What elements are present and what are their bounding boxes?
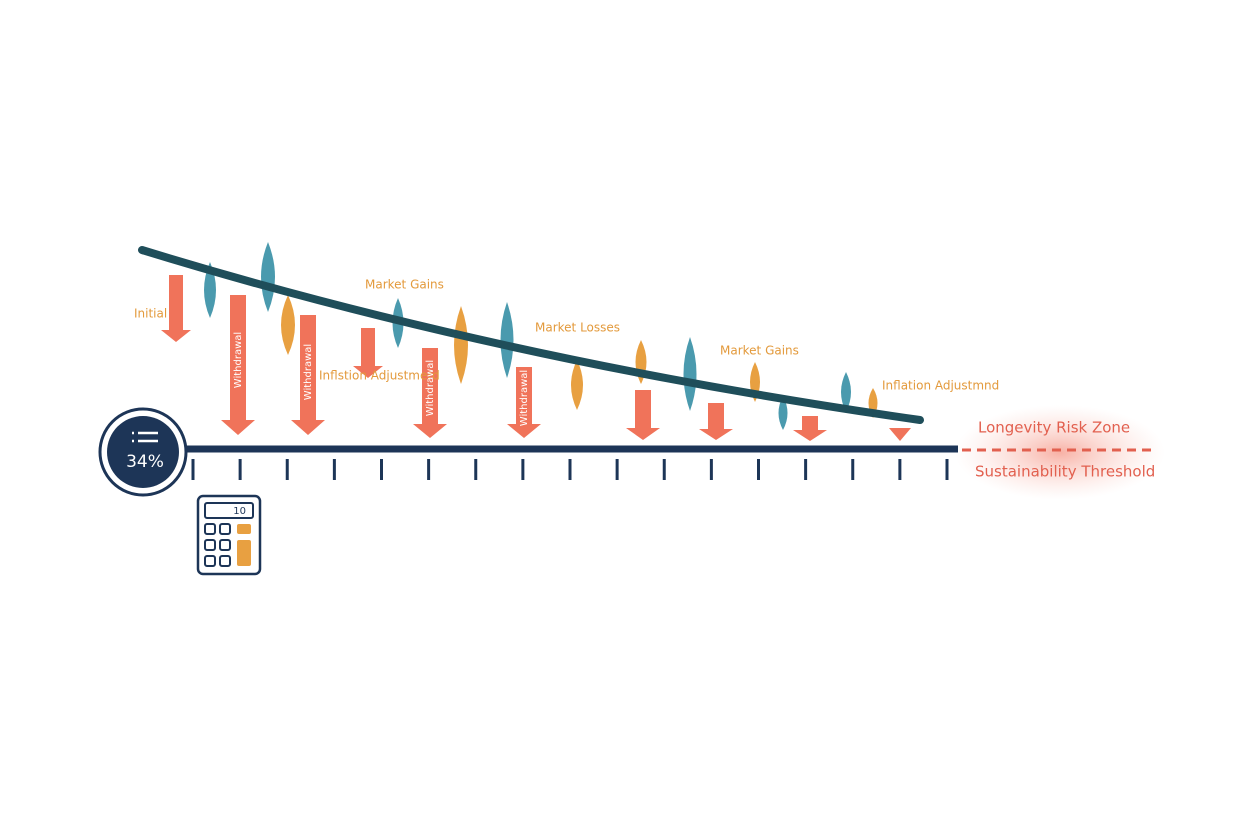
leaf: [683, 337, 697, 411]
leaf: [778, 396, 788, 430]
zone-label: Sustainability Threshold: [975, 463, 1155, 481]
arrow: [161, 275, 191, 342]
badge-label: 34%: [126, 452, 164, 472]
withdrawal-arrows: [161, 275, 911, 441]
withdrawal-label: Withdrawal: [233, 332, 244, 388]
annotation: Inflstion Adjustmerd: [319, 369, 440, 383]
annotation: Initial: [134, 307, 167, 321]
withdrawal-label: Withdrawal: [519, 370, 530, 426]
arrow: [353, 328, 383, 378]
arrow: [221, 295, 255, 435]
arrow: [793, 416, 827, 441]
arrow: [699, 403, 733, 440]
arrow: [889, 428, 911, 441]
badge: [107, 416, 179, 488]
leaf: [571, 360, 583, 410]
leaf: [204, 262, 216, 318]
zone-label: Longevity Risk Zone: [978, 419, 1130, 437]
balance-curve: [138, 246, 924, 424]
calculator: [196, 494, 262, 576]
leaf: [841, 372, 851, 412]
annotation: Market Gains: [365, 278, 444, 292]
risk-zone: [955, 405, 1165, 500]
leaf: [281, 295, 295, 355]
annotation: Market Gains: [720, 344, 799, 358]
leaf: [261, 242, 275, 312]
annotation: Inflation Adjustmnd: [882, 379, 999, 393]
arrow: [507, 367, 541, 438]
withdrawal-label: Withdrawal: [303, 344, 314, 400]
list-icon: [132, 431, 158, 443]
arrow: [413, 348, 447, 438]
leaf: [454, 306, 468, 384]
calculator-display: 10: [233, 506, 246, 517]
withdrawal-label: Withdrawal: [425, 360, 436, 416]
arrow: [291, 315, 325, 435]
leaf: [500, 302, 514, 378]
timeline-ticks: [191, 459, 949, 480]
arrow: [626, 390, 660, 440]
annotation: Market Losses: [535, 321, 620, 335]
market-leaves: [204, 242, 878, 430]
